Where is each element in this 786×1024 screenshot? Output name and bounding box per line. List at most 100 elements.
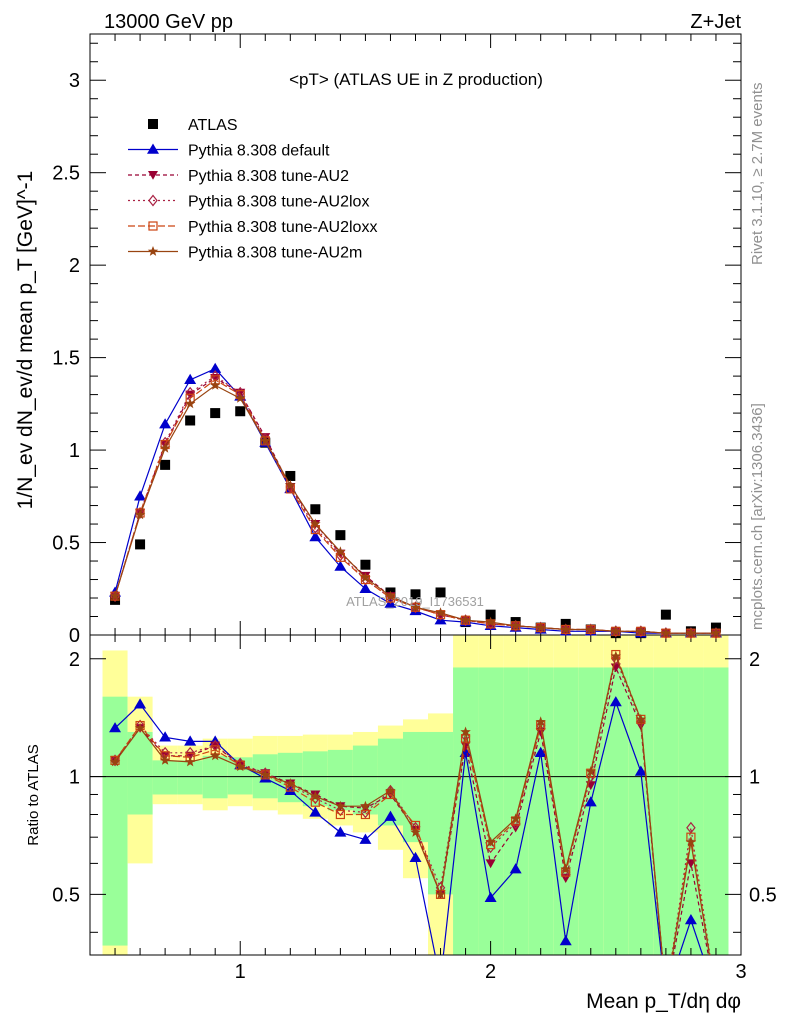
data-point-atlas: [285, 470, 296, 481]
data-point-atlas: [310, 504, 321, 515]
ratio-y-tick-label: 2: [69, 649, 80, 671]
ratio-point-pythia-8-308-tune-au2loxx: [335, 809, 345, 820]
data-point-pythia-8-308-tune-au2m: [460, 614, 471, 625]
data-point-pythia-8-308-tune-au2m: [560, 624, 571, 634]
ratio-point-pythia-8-308-tune-au2m: [535, 716, 546, 727]
ratio-point-pythia-8-308-default: [534, 746, 547, 758]
y-tick-label: 1: [69, 440, 80, 462]
data-point-pythia-8-308-tune-au2m: [360, 572, 371, 583]
ratio-y-tick-label: 1: [749, 767, 760, 789]
ratio-y-tick-label: 0.5: [52, 884, 80, 906]
data-point-pythia-8-308-tune-au2m: [235, 392, 246, 403]
analysis-watermark: ATLAS_2019_I1736531: [346, 594, 484, 609]
axes: 0 0.5 1 1.5 2 2.5 3 1 2 3 0.5 0.5 1 1 2 2: [52, 34, 777, 983]
ratio-point-pythia-8-308-tune-au2m: [610, 650, 621, 661]
ratio-point-pythia-8-308-tune-au2m: [260, 769, 271, 780]
ratio-point-pythia-8-308-tune-au2m: [285, 778, 296, 788]
data-point-pythia-8-308-tune-au2m: [710, 627, 722, 638]
data-point-pythia-8-308-default: [359, 582, 372, 593]
data-point-pythia-8-308-default: [159, 418, 172, 429]
band-green: [703, 667, 729, 955]
x-axis-label: Mean p_T/dη dφ: [586, 990, 741, 1013]
ratio-point-pythia-8-308-default: [159, 731, 172, 742]
data-point-pythia-8-308-tune-au2: [185, 390, 196, 400]
data-point-pythia-8-308-tune-au2m: [410, 601, 421, 612]
ratio-point-pythia-8-308-tune-au2lox: [135, 719, 145, 732]
ratio-point-pythia-8-308-default: [184, 735, 197, 746]
data-point-pythia-8-308-tune-au2m: [159, 442, 171, 453]
band-green: [327, 749, 353, 811]
legend: ATLAS Pythia 8.308 default Pythia 8.308 tu…: [128, 117, 377, 262]
band-green: [503, 667, 529, 955]
legend-entry: Pythia 8.308 tune-AU2lox: [188, 194, 369, 211]
band-green: [478, 667, 504, 955]
ratio-point-pythia-8-308-tune-au2m: [585, 766, 596, 776]
data-point-pythia-8-308-tune-au2m: [585, 624, 596, 634]
data-point-atlas: [410, 589, 421, 600]
ratio-y-tick-label: 2: [749, 649, 760, 671]
header-left: 13000 GeV pp: [104, 11, 233, 33]
data-point-pythia-8-308-tune-au2m: [510, 620, 521, 631]
band-green: [177, 760, 203, 795]
ratio-point-pythia-8-308-tune-au2lox: [535, 719, 546, 732]
ratio-y-tick-label: 1: [69, 767, 80, 789]
ratio-point-pythia-8-308-default: [359, 833, 372, 844]
ratio-point-pythia-8-308-default: [509, 863, 522, 874]
ratio-point-pythia-8-308-tune-au2m: [235, 761, 246, 772]
data-point-pythia-8-308-tune-au2m: [385, 590, 396, 601]
ratio-point-pythia-8-308-tune-au2lox: [636, 715, 646, 728]
data-point-pythia-8-308-tune-au2m: [184, 398, 196, 409]
data-point-pythia-8-308-default: [184, 373, 197, 385]
ratio-point-pythia-8-308-tune-au2: [485, 859, 496, 869]
ratio-point-pythia-8-308-default: [559, 935, 572, 946]
legend-marker: [148, 194, 158, 207]
ratio-point-pythia-8-308-default: [684, 914, 697, 925]
data-point-pythia-8-308-default: [334, 560, 347, 571]
rivet-version-label: Rivet 3.1.10, ≥ 2.7M events: [749, 83, 766, 266]
data-point-pythia-8-308-tune-au2m: [285, 479, 296, 490]
ratio-point-pythia-8-308-tune-au2m: [460, 726, 471, 737]
ratio-point-pythia-8-308-tune-au2m: [335, 800, 346, 811]
data-point-atlas: [235, 406, 246, 417]
ratio-point-pythia-8-308-tune-au2loxx: [360, 809, 371, 820]
ratio-point-pythia-8-308-tune-au2m: [134, 722, 146, 733]
ratio-point-pythia-8-308-default: [384, 810, 397, 821]
ratio-point-pythia-8-308-tune-au2m: [560, 863, 571, 874]
ratio-point-pythia-8-308-tune-au2lox: [611, 652, 621, 665]
data-point-pythia-8-308-default: [134, 490, 147, 501]
ratio-point-pythia-8-308-default: [109, 722, 122, 733]
data-point-pythia-8-308-tune-au2m: [685, 627, 697, 638]
legend-marker: [147, 143, 159, 154]
legend-entry: Pythia 8.308 tune-AU2: [188, 168, 349, 185]
y-tick-label: 2: [69, 255, 80, 277]
ratio-point-pythia-8-308-default: [409, 851, 422, 863]
ratio-point-pythia-8-308-default: [609, 696, 622, 707]
ratio-plot-marks: [109, 649, 711, 955]
y-tick-label: 0.5: [52, 533, 80, 555]
chart-title: <pT> (ATLAS UE in Z production): [289, 70, 543, 89]
y-tick-label: 0: [69, 625, 80, 647]
ratio-point-pythia-8-308-tune-au2m: [410, 826, 421, 837]
y-tick-label: 2.5: [52, 163, 80, 185]
x-tick-label: 1: [235, 961, 246, 983]
data-point-pythia-8-308-tune-au2m: [635, 625, 647, 636]
data-point-atlas: [185, 415, 196, 426]
ratio-point-pythia-8-308-tune-au2m: [685, 836, 697, 847]
band-green: [428, 731, 454, 895]
data-point-pythia-8-308-tune-au2m: [134, 509, 146, 520]
ratio-point-pythia-8-308-tune-au2m: [435, 888, 446, 899]
ratio-y-axis-label: Ratio to ATLAS: [25, 744, 42, 845]
legend-marker: [147, 246, 159, 256]
data-point-pythia-8-308-tune-au2m: [109, 590, 121, 601]
data-point-pythia-8-308-tune-au2m: [435, 607, 446, 618]
ratio-point-pythia-8-308-tune-au2m: [635, 713, 647, 724]
data-point-pythia-8-308-default: [209, 362, 222, 373]
legend-marker: [148, 221, 158, 231]
ratio-point-pythia-8-308-tune-au2m: [159, 754, 171, 765]
x-tick-label: 2: [485, 961, 496, 983]
ratio-point-pythia-8-308-tune-au2m: [385, 785, 396, 796]
ratio-uncertainty-bands: [102, 635, 729, 955]
data-point-atlas: [435, 587, 446, 598]
main-y-axis-label: 1/N_ev dN_ev/d mean p_T [GeV]^-1: [14, 171, 37, 510]
